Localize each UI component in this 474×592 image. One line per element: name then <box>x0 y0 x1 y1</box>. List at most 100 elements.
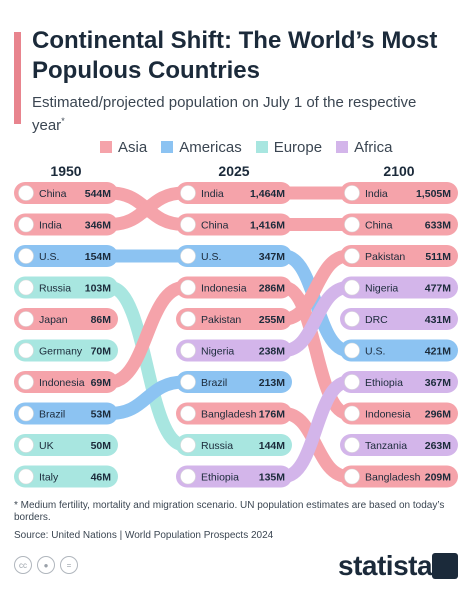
footnote: * Medium fertility, mortality and migrat… <box>14 500 445 523</box>
legend-swatch <box>161 141 174 153</box>
no-derivatives-icon: = <box>60 556 78 574</box>
brand-mark-icon <box>432 553 458 579</box>
connector-indonesia-0 <box>108 281 186 389</box>
row-2025-indonesia: Indonesia 286M <box>176 276 292 299</box>
row-2025-brazil: Brazil 213M <box>176 371 292 393</box>
value-label: 296M <box>425 409 452 421</box>
chart-subtitle: Estimated/projected population on July 1… <box>32 94 452 135</box>
accent-bar <box>14 32 21 124</box>
value-label: 477M <box>425 283 452 295</box>
legend-label: Africa <box>354 138 393 156</box>
pill-background <box>14 339 118 362</box>
attribution-icon: ● <box>37 556 55 574</box>
flag-icon-drc <box>344 311 360 327</box>
flag-icon-bangladesh <box>344 468 360 485</box>
flag-icon-china <box>18 185 34 201</box>
pill-background <box>176 276 292 299</box>
country-label: U.S. <box>365 346 385 358</box>
year-label-1950: 1950 <box>50 163 81 179</box>
row-2100-indonesia: Indonesia 296M <box>340 402 458 425</box>
flag-icon-india <box>344 185 360 201</box>
row-2100-drc: DRC 431M <box>340 308 458 330</box>
country-label: Nigeria <box>201 346 234 358</box>
connector-layer <box>108 186 350 483</box>
country-label: India <box>201 188 224 200</box>
country-label: Tanzania <box>365 440 407 452</box>
license-icons: cc ● = <box>14 556 83 574</box>
pill-background <box>176 371 292 393</box>
country-label: Germany <box>39 346 83 358</box>
country-label: Ethiopia <box>201 472 239 484</box>
value-label: 421M <box>425 346 452 358</box>
pill-background <box>176 182 292 204</box>
row-1950-china: China 544M <box>14 182 118 204</box>
flag-icon-pakistan <box>344 248 360 264</box>
flag-icon-india <box>18 216 34 233</box>
value-label: 176M <box>259 409 286 421</box>
row-1950-indonesia: Indonesia 69M <box>14 371 118 393</box>
value-label: 347M <box>259 251 286 263</box>
legend-item-asia: Asia <box>100 139 147 156</box>
legend-label: Europe <box>273 138 323 156</box>
pill-background <box>340 245 458 267</box>
pill-background <box>14 465 118 488</box>
pill-background <box>14 434 118 456</box>
flag-icon-russia <box>18 279 34 296</box>
pill-background <box>14 276 118 299</box>
legend-swatch <box>336 141 349 153</box>
row-2100-bangladesh: Bangladesh 209M <box>340 465 458 488</box>
pill-background <box>340 182 458 204</box>
country-label: Indonesia <box>365 409 411 421</box>
row-1950-germany: Germany 70M <box>14 339 118 362</box>
value-label: 431M <box>425 314 452 326</box>
legend: Asia Americas Europe Africa <box>100 138 406 156</box>
row-2100-nigeria: Nigeria 477M <box>340 276 458 299</box>
row-2100-tanzania: Tanzania 263M <box>340 434 458 456</box>
country-label: Russia <box>201 440 233 452</box>
value-label: 144M <box>259 440 286 452</box>
pill-background <box>176 308 292 330</box>
country-label: Japan <box>39 314 68 326</box>
legend-swatch <box>100 141 112 153</box>
country-label: Indonesia <box>201 283 247 295</box>
pill-background <box>340 308 458 330</box>
country-label: India <box>39 220 62 232</box>
pill-background <box>340 213 458 236</box>
connector-india-0 <box>109 186 185 231</box>
flag-icon-indonesia <box>344 405 360 422</box>
value-label: 86M <box>91 314 112 326</box>
pill-background <box>176 465 292 488</box>
flag-icon-ethiopia <box>344 374 360 390</box>
country-label: U.S. <box>201 251 221 263</box>
value-label: 286M <box>259 283 286 295</box>
row-2025-china: China 1,416M <box>176 213 292 236</box>
value-label: 633M <box>425 220 452 232</box>
row-1950-india: India 346M <box>14 213 118 236</box>
flag-icon-china <box>180 216 196 233</box>
flag-icon-us <box>344 342 360 359</box>
row-2100-pakistan: Pakistan 511M <box>340 245 458 267</box>
connector-russia-0 <box>108 281 186 452</box>
country-label: China <box>365 220 393 232</box>
legend-item-africa: Africa <box>336 139 392 156</box>
country-label: DRC <box>365 314 388 326</box>
value-label: 255M <box>259 314 286 326</box>
row-2025-bangladesh: Bangladesh 176M <box>176 402 292 425</box>
value-label: 511M <box>425 251 451 263</box>
pill-background <box>176 434 292 456</box>
row-1950-brazil: Brazil 53M <box>14 402 118 425</box>
value-label: 69M <box>91 377 112 389</box>
row-1950-uk: UK 50M <box>14 434 118 456</box>
flag-icon-bangladesh <box>180 405 196 422</box>
value-label: 70M <box>91 346 112 358</box>
country-label: India <box>365 188 388 200</box>
flag-icon-russia <box>180 437 196 453</box>
value-label: 50M <box>91 440 112 452</box>
chart-title: Continental Shift: The World’s Most Popu… <box>32 27 438 84</box>
pill-background <box>176 245 292 267</box>
pill-background <box>14 182 118 204</box>
country-label: China <box>39 188 67 200</box>
connector-ethiopia-1 <box>282 375 350 483</box>
pill-background <box>340 434 458 456</box>
pill-background <box>14 308 118 330</box>
